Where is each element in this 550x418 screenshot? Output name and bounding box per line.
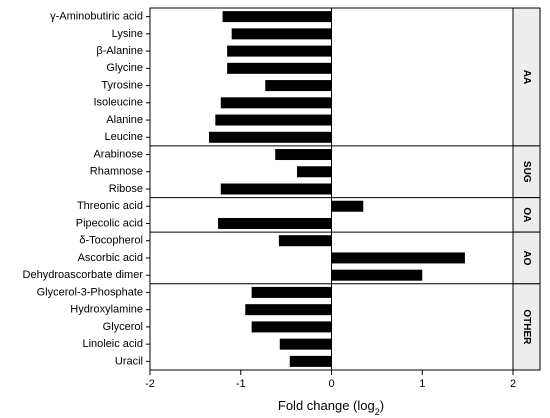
category-label: Leucine (104, 131, 143, 143)
category-label: Alanine (106, 114, 143, 126)
bar (245, 304, 332, 316)
group-label: SUG (521, 161, 532, 183)
category-label: Lysine (112, 28, 143, 40)
bar (297, 166, 332, 178)
category-label: δ-Tocopherol (79, 235, 143, 247)
bar (289, 355, 332, 367)
bar (331, 269, 423, 281)
category-label: Glycerol-3-Phosphate (37, 286, 143, 298)
group-panels: AA SUG OA AO OTHER (150, 7, 541, 371)
category-label: Rhamnose (90, 166, 143, 178)
group-label: OA (521, 207, 532, 222)
category-label: β-Alanine (96, 45, 143, 57)
group-strip (512, 145, 541, 199)
group-strip (512, 283, 541, 371)
category-label: Ribose (109, 183, 143, 195)
bar (227, 62, 332, 74)
x-tick-label: -1 (236, 378, 246, 390)
category-label: γ-Aminobutiric acid (50, 11, 143, 23)
bar (275, 149, 332, 161)
category-labels: γ-Aminobutiric acid Lysine β-Alanine Glycin… (23, 11, 150, 367)
bar (208, 131, 332, 143)
group-label: AO (521, 250, 532, 265)
category-label: Glycerol (103, 321, 143, 333)
bar (279, 338, 332, 350)
bar (278, 235, 332, 247)
bar (220, 97, 332, 109)
x-tick-label: 2 (510, 378, 516, 390)
category-label: Threonic acid (77, 200, 143, 212)
category-label: Hydroxylamine (70, 304, 143, 316)
bar (331, 200, 364, 212)
bar (218, 217, 332, 229)
x-axis-title: Fold change (log2) (278, 398, 384, 417)
category-label: Linoleic acid (82, 338, 143, 350)
x-axis: -2 -1 0 1 2 (145, 7, 516, 390)
group-label: AA (521, 70, 532, 84)
category-label: Arabinose (93, 148, 143, 160)
category-label: Uracil (115, 355, 143, 367)
bar (215, 114, 332, 126)
group-label: OTHER (521, 309, 532, 345)
category-label: Ascorbic acid (78, 252, 143, 264)
category-label: Dehydroascorbate dimer (23, 269, 144, 281)
bar (265, 80, 332, 92)
category-label: Pipecolic acid (76, 217, 143, 229)
bar (251, 321, 332, 333)
category-label: Isoleucine (93, 97, 143, 109)
bar (331, 252, 465, 264)
x-tick-label: 0 (328, 378, 334, 390)
bar (222, 11, 332, 23)
x-tick-label: 1 (419, 378, 425, 390)
category-label: Glycine (106, 62, 143, 74)
group-strip (512, 7, 541, 147)
bar (231, 28, 332, 40)
x-tick-label: -2 (145, 378, 155, 390)
bar (251, 286, 332, 298)
category-label: Tyrosine (101, 79, 143, 91)
bar (220, 183, 332, 195)
bars (208, 11, 465, 367)
bar (227, 45, 332, 57)
